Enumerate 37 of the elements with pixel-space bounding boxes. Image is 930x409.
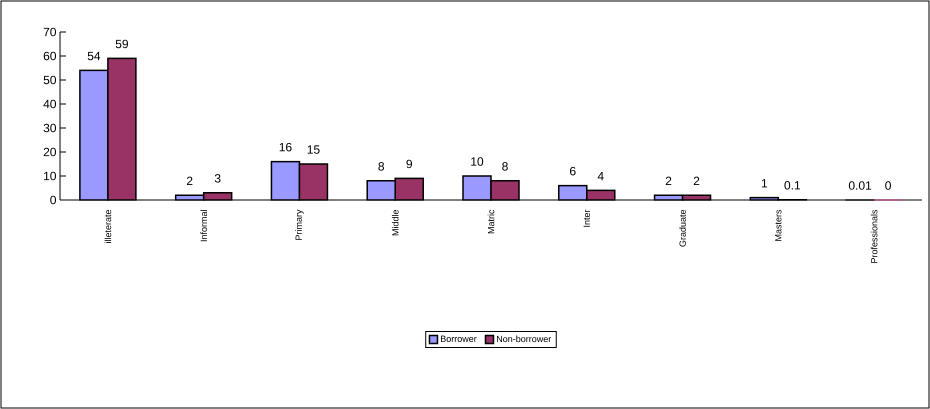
x-tick-label: illeterate [104, 210, 112, 243]
y-tick-label: 10 [44, 172, 56, 180]
data-label: 2 [694, 176, 700, 185]
data-label: 10 [471, 157, 484, 166]
y-tick-label: 70 [44, 28, 56, 36]
y-tick-label: 60 [44, 52, 56, 60]
data-label: 1 [762, 179, 768, 188]
y-tick-label: 20 [44, 148, 56, 156]
y-tick-label: 40 [43, 100, 56, 108]
y-tick-label: 50 [44, 76, 56, 84]
data-label: 54 [88, 52, 100, 60]
x-tick-label: Masters [775, 210, 782, 241]
data-label: 0.01 [848, 181, 872, 190]
data-label: 6 [570, 166, 576, 176]
data-label: 3 [214, 174, 220, 183]
data-label: 16 [280, 142, 292, 152]
x-tick-label: Professionals [870, 210, 878, 263]
data-label: 8 [378, 162, 384, 171]
x-tick-label: Middle [392, 210, 399, 236]
data-label: 9 [406, 160, 412, 168]
data-label: 0 [885, 181, 891, 190]
x-tick-label: Primary [295, 210, 304, 240]
legend-label: Borrower [440, 336, 477, 342]
legend-label: Non-borrower [496, 336, 552, 342]
data-label: 0.1 [784, 181, 800, 190]
x-tick-label: Matric [488, 210, 494, 234]
data-label: 59 [116, 40, 128, 48]
data-label: 8 [502, 162, 508, 171]
y-tick-label: 0 [50, 196, 56, 204]
data-label: 2 [186, 176, 192, 185]
data-label: 2 [666, 176, 672, 185]
y-tick-label: 30 [44, 124, 56, 132]
x-tick-label: Inter [584, 210, 590, 227]
x-tick-label: Informal [200, 210, 207, 242]
x-tick-label: Graduate [679, 210, 686, 247]
data-label: 15 [308, 145, 320, 154]
data-label: 4 [598, 172, 604, 180]
